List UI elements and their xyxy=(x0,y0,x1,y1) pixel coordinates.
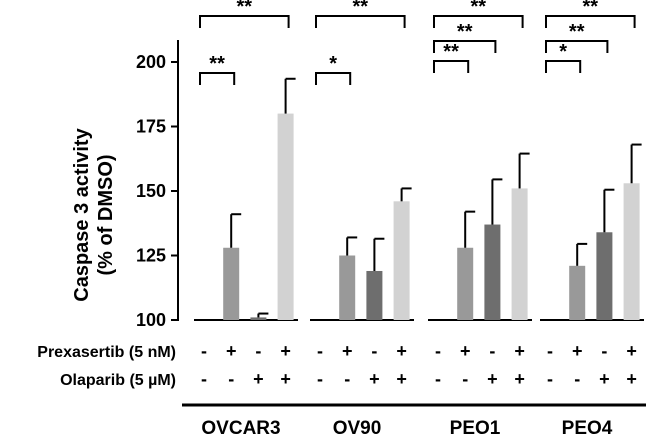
y-axis-label: Caspase 3 activity (% of DMSO) xyxy=(71,127,117,301)
bar xyxy=(393,201,410,320)
significance-label: ** xyxy=(457,21,473,43)
condition-sign: - xyxy=(201,369,207,389)
condition-sign: - xyxy=(574,369,580,389)
group-label: PEO1 xyxy=(450,418,501,439)
condition-sign: + xyxy=(514,341,525,361)
significance-bracket xyxy=(433,60,470,73)
y-tick-label: 150 xyxy=(136,181,166,201)
condition-sign: + xyxy=(342,341,353,361)
significance-bracket xyxy=(315,15,406,28)
condition-sign: - xyxy=(317,341,323,361)
condition-sign: - xyxy=(462,369,468,389)
significance-label: ** xyxy=(353,0,369,18)
bar xyxy=(569,265,586,320)
significance-bracket xyxy=(545,15,636,28)
significance-label: * xyxy=(329,53,337,75)
condition-sign: - xyxy=(601,341,607,361)
condition-sign: + xyxy=(487,369,498,389)
group-label: OV90 xyxy=(333,418,382,439)
significance-label: ** xyxy=(471,0,487,18)
condition-sign: + xyxy=(253,369,264,389)
significance-label: ** xyxy=(583,0,599,18)
condition-sign: - xyxy=(547,341,553,361)
condition-sign: - xyxy=(435,369,441,389)
condition-sign: - xyxy=(371,341,377,361)
significance-label: * xyxy=(559,41,567,63)
condition-sign: - xyxy=(435,341,441,361)
condition-sign: - xyxy=(317,369,323,389)
bar xyxy=(366,270,383,320)
significance-bracket xyxy=(199,15,290,28)
y-tick-label: 175 xyxy=(136,117,166,137)
condition-sign: + xyxy=(572,341,583,361)
group-label: PEO4 xyxy=(562,418,613,439)
axis-layer: 100 125 150 175 200 Caspase 3 activity (% of D… xyxy=(71,40,644,330)
condition-sign: + xyxy=(460,341,471,361)
bar xyxy=(223,247,240,320)
condition-sign: - xyxy=(547,369,553,389)
bar xyxy=(596,232,613,320)
condition-sign: - xyxy=(344,369,350,389)
group-label: OVCAR3 xyxy=(201,418,280,439)
y-axis-label-line2: (% of DMSO) xyxy=(95,154,117,275)
condition-sign: + xyxy=(280,341,291,361)
bar xyxy=(339,255,356,320)
bar xyxy=(250,317,267,320)
condition-sign: - xyxy=(489,341,495,361)
bar xyxy=(484,224,501,320)
condition-sign: - xyxy=(255,341,261,361)
bar xyxy=(277,113,294,320)
significance-layer: ****************** xyxy=(199,0,636,85)
condition-sign: - xyxy=(228,369,234,389)
significance-label: ** xyxy=(209,53,225,75)
significance-label: ** xyxy=(443,41,459,63)
bar xyxy=(511,188,528,320)
condition-sign: + xyxy=(396,369,407,389)
bar-layer xyxy=(223,77,642,320)
y-tick-label: 100 xyxy=(136,310,166,330)
y-tick-label: 200 xyxy=(136,52,166,72)
bar xyxy=(457,247,474,320)
condition-sign: + xyxy=(396,341,407,361)
significance-label: ** xyxy=(237,0,253,18)
significance-bracket xyxy=(545,40,609,53)
significance-bracket xyxy=(545,60,582,73)
condition-sign: + xyxy=(280,369,291,389)
bar xyxy=(623,183,640,320)
significance-label: ** xyxy=(569,21,585,43)
condition-sign: + xyxy=(369,369,380,389)
condition-table: Prexasertib (5 nM) - + - + - + - + - + - + - + - +Olapar… xyxy=(37,341,646,439)
significance-bracket xyxy=(433,15,524,28)
condition-sign: + xyxy=(599,369,610,389)
significance-bracket xyxy=(199,72,236,85)
condition-label: Prexasertib (5 nM) xyxy=(37,344,176,361)
significance-bracket xyxy=(315,72,352,85)
condition-sign: + xyxy=(226,341,237,361)
condition-sign: + xyxy=(626,341,637,361)
condition-sign: - xyxy=(201,341,207,361)
significance-bracket xyxy=(433,40,497,53)
condition-sign: + xyxy=(626,369,637,389)
condition-label: Olaparib (5 µM) xyxy=(60,372,176,389)
y-tick-label: 125 xyxy=(136,246,166,266)
condition-sign: + xyxy=(514,369,525,389)
y-axis-label-line1: Caspase 3 activity xyxy=(71,127,93,301)
